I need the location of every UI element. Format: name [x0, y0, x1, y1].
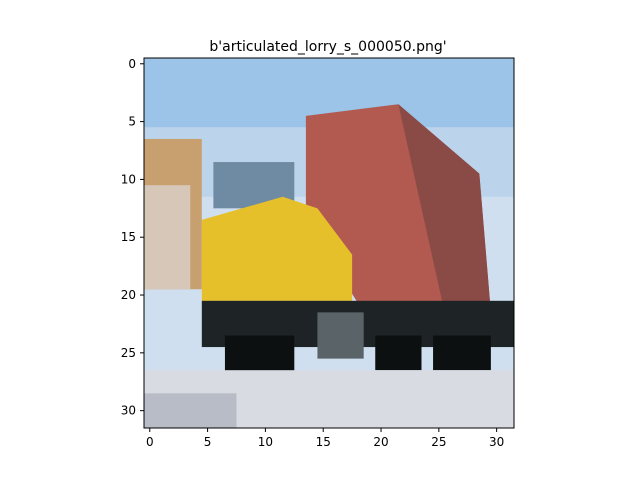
trailer-shade: [398, 104, 491, 313]
y-tick-label: 5: [128, 115, 136, 129]
chassis-mid: [317, 312, 364, 359]
x-tick-label: 5: [204, 435, 212, 449]
y-axis: 0 5 10 15 20 25 30: [121, 57, 144, 418]
x-tick-label: 10: [258, 435, 273, 449]
x-tick-label: 0: [146, 435, 154, 449]
plot-title: b'articulated_lorry_s_000050.png': [209, 39, 446, 55]
pixel-image: [144, 58, 514, 428]
y-tick-label: 10: [121, 172, 136, 186]
building-left-light: [144, 185, 191, 290]
wheel-rear-1: [375, 335, 422, 371]
x-tick-label: 25: [431, 435, 446, 449]
ground-shadow: [144, 393, 237, 428]
x-axis: 0 5 10 15 20 25 30: [146, 428, 504, 449]
x-tick-label: 15: [316, 435, 331, 449]
y-tick-label: 25: [121, 346, 136, 360]
wheel-rear-2: [433, 335, 491, 371]
cab-body: [201, 196, 353, 301]
y-tick-label: 0: [128, 57, 136, 71]
x-tick-label: 30: [489, 435, 504, 449]
y-tick-label: 30: [121, 404, 136, 418]
axes-frame: [143, 57, 515, 429]
y-tick-label: 15: [121, 230, 136, 244]
x-tick-label: 20: [373, 435, 388, 449]
y-tick-label: 20: [121, 288, 136, 302]
